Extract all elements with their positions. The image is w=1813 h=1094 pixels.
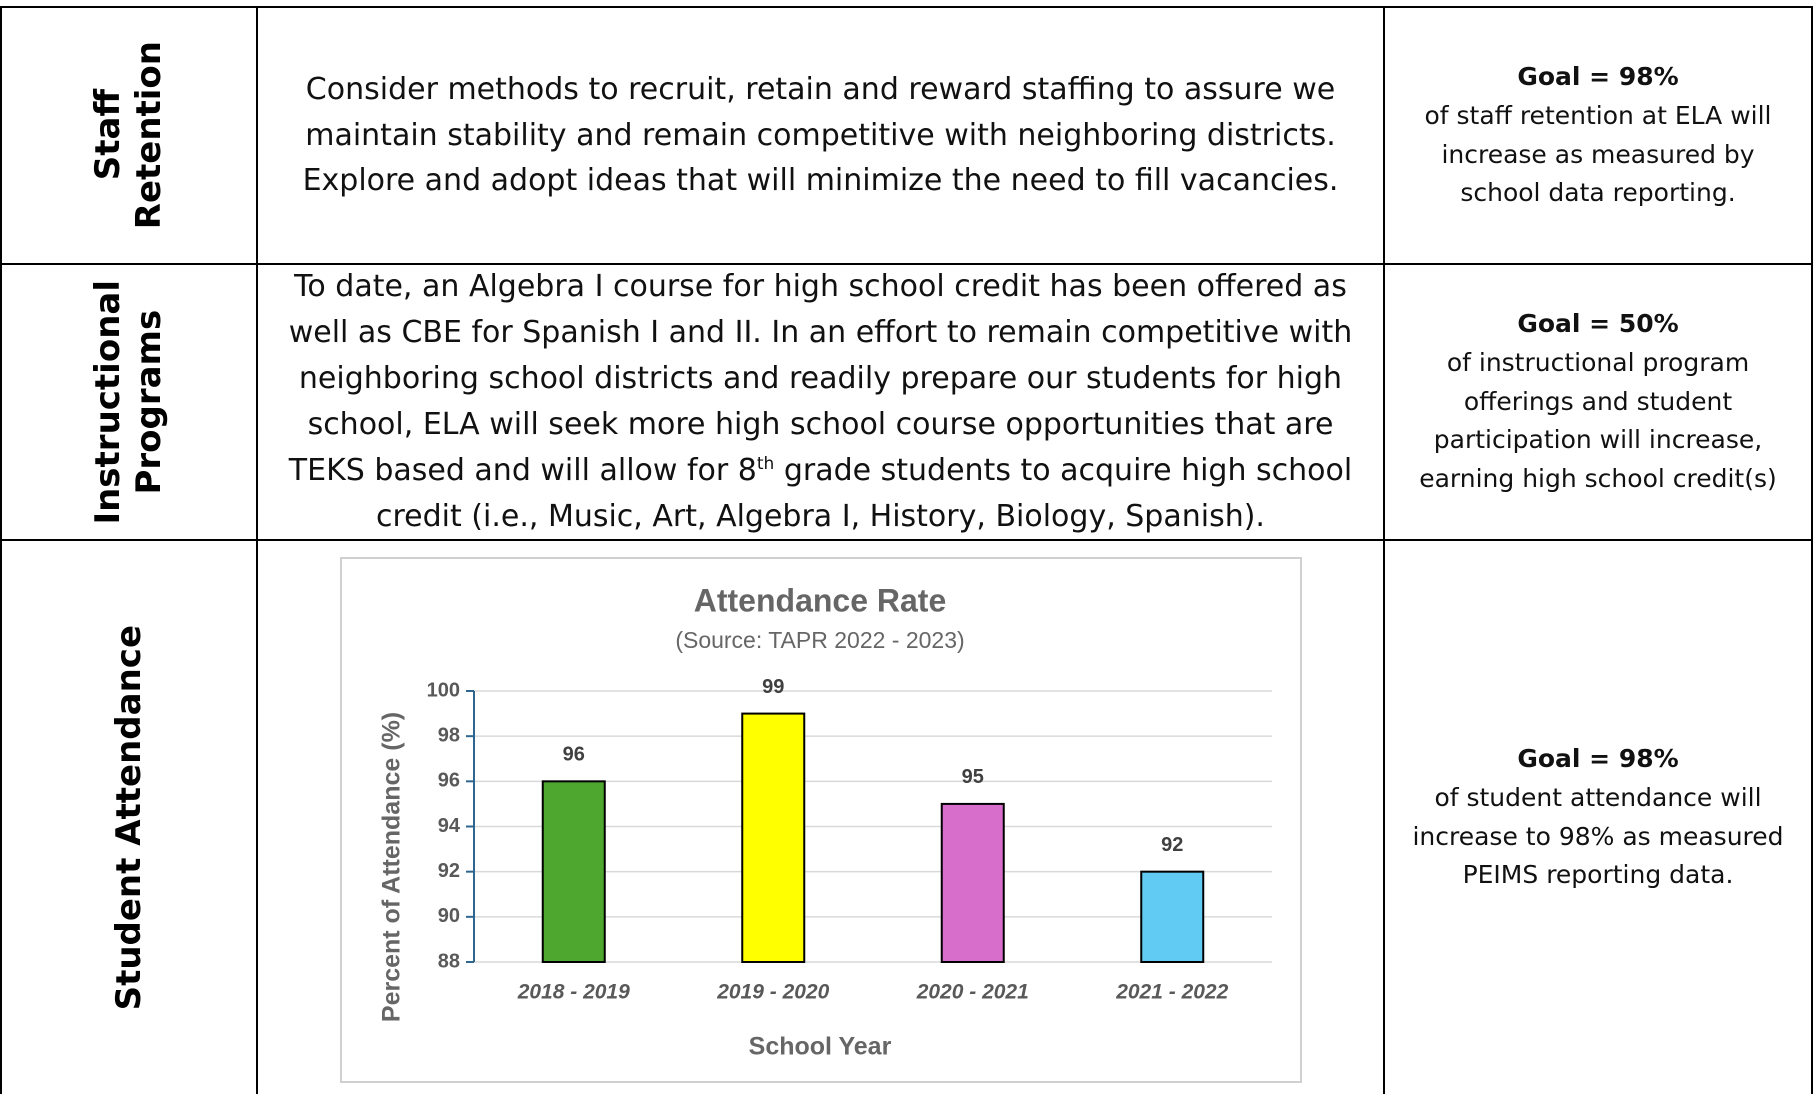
chart-frame bbox=[340, 557, 1302, 1083]
goal-title: Goal = 50% bbox=[1517, 309, 1679, 339]
border bbox=[0, 6, 1813, 8]
data-label: 92 bbox=[1161, 834, 1183, 856]
description-text: Consider methods to recruit, retain and … bbox=[302, 71, 1339, 199]
description-cell: Consider methods to recruit, retain and … bbox=[258, 8, 1383, 263]
y-tick-label: 94 bbox=[438, 815, 461, 837]
y-tick-label: 92 bbox=[438, 860, 460, 882]
data-label: 95 bbox=[962, 766, 984, 788]
x-tick-label: 2018 - 2019 bbox=[517, 981, 630, 1004]
chart-subtitle: (Source: TAPR 2022 - 2023) bbox=[675, 627, 964, 653]
x-tick-label: 2019 - 2020 bbox=[716, 981, 829, 1004]
goal: Goal = 98% of staff retention at ELA will… bbox=[1385, 58, 1811, 213]
border bbox=[1811, 6, 1813, 1094]
goal-text: of instructional program offerings and s… bbox=[1419, 347, 1777, 494]
y-tick-label: 90 bbox=[438, 905, 460, 927]
border bbox=[256, 6, 258, 1094]
border bbox=[0, 539, 1813, 541]
border bbox=[0, 6, 2, 1094]
goal: Goal = 50% of instructional program offer… bbox=[1385, 305, 1811, 499]
chart-title: Attendance Rate bbox=[694, 582, 947, 618]
description: Consider methods to recruit, retain and … bbox=[272, 67, 1369, 205]
y-axis-label: Percent of Attendance (%) bbox=[378, 712, 406, 1022]
goal: Goal = 98% of student attendance will inc… bbox=[1385, 740, 1811, 895]
data-label: 99 bbox=[762, 676, 784, 698]
goal-cell: Goal = 98% of student attendance will inc… bbox=[1385, 541, 1811, 1094]
x-tick-label: 2020 - 2021 bbox=[916, 981, 1029, 1004]
goal-text: of student attendance will increase to 9… bbox=[1412, 782, 1784, 890]
x-axis-label: School Year bbox=[749, 1033, 892, 1061]
description-text: To date, an Algebra I course for high sc… bbox=[288, 269, 1353, 488]
goal-text: of staff retention at ELA will increase … bbox=[1424, 100, 1772, 208]
description-text: grade students to acquire high school cr… bbox=[376, 452, 1353, 534]
bar bbox=[541, 780, 606, 963]
bar bbox=[741, 712, 806, 963]
data-label: 96 bbox=[563, 744, 585, 766]
border bbox=[1383, 6, 1385, 1094]
goal-cell: Goal = 98% of staff retention at ELA will… bbox=[1385, 8, 1811, 263]
y-tick-label: 100 bbox=[427, 679, 460, 701]
goal-title: Goal = 98% bbox=[1517, 62, 1679, 91]
goal-title: Goal = 98% bbox=[1517, 744, 1679, 773]
bar bbox=[940, 802, 1005, 964]
bar bbox=[1140, 870, 1205, 964]
goal-cell: Goal = 50% of instructional program offer… bbox=[1385, 265, 1811, 539]
description: To date, an Algebra I course for high sc… bbox=[272, 264, 1369, 539]
y-tick-label: 96 bbox=[438, 770, 460, 792]
y-tick-label: 88 bbox=[438, 950, 460, 972]
description-text: th bbox=[756, 453, 775, 474]
y-tick-label: 98 bbox=[438, 724, 460, 746]
x-tick-label: 2021 - 2022 bbox=[1115, 981, 1228, 1004]
description-cell: To date, an Algebra I course for high sc… bbox=[258, 265, 1383, 539]
border bbox=[0, 263, 1813, 265]
